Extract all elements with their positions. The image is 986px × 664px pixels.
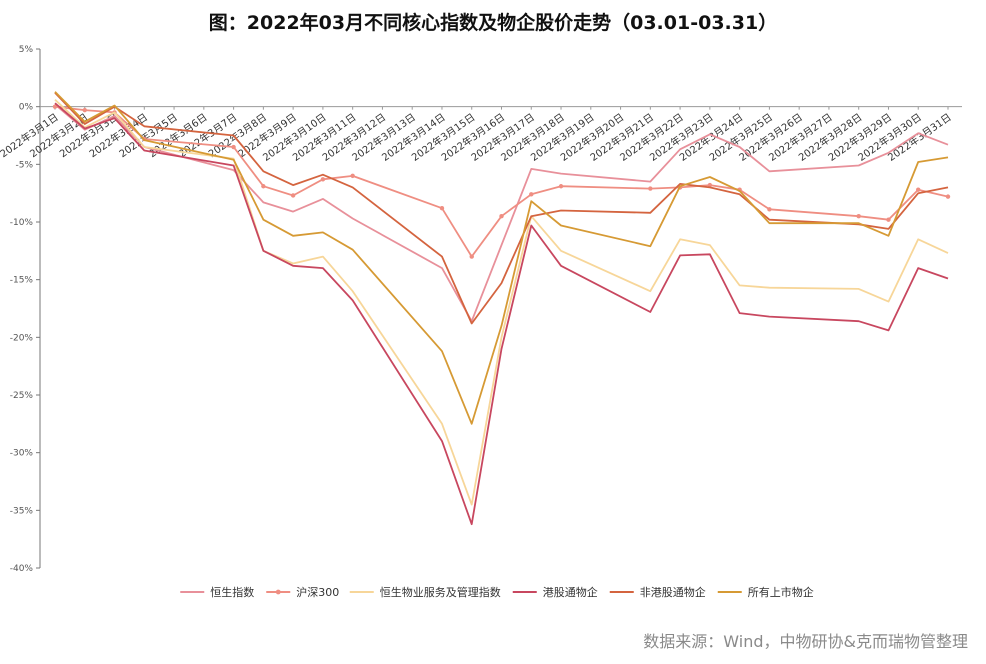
data-point <box>290 193 296 198</box>
data-point <box>945 194 951 199</box>
series-3 <box>54 99 949 506</box>
series-5 <box>54 92 949 325</box>
series-1 <box>54 103 949 323</box>
legend-label: 恒生指数 <box>210 585 254 599</box>
data-point <box>231 144 236 150</box>
y-tick-label: -30% <box>10 449 34 459</box>
series-line <box>54 92 949 325</box>
data-point <box>320 177 326 182</box>
y-tick-label: -10% <box>10 218 34 228</box>
data-point <box>499 214 504 219</box>
series-layer <box>52 91 951 526</box>
series-line <box>54 99 949 506</box>
series-line <box>54 102 949 526</box>
data-point <box>856 214 861 219</box>
series-6 <box>54 91 949 425</box>
series-line <box>54 91 949 425</box>
legend-label: 恒生物业服务及管理指数 <box>380 585 501 599</box>
data-point <box>439 205 445 211</box>
data-point <box>469 254 474 259</box>
legend-label: 沪深300 <box>296 585 339 599</box>
legend-label: 所有上市物企 <box>748 585 814 599</box>
data-point <box>648 186 653 191</box>
legend-item[interactable]: 所有上市物企 <box>717 585 814 599</box>
data-point <box>529 192 534 197</box>
legend-item[interactable]: 恒生指数 <box>180 585 254 599</box>
chart-title: 图：2022年03月不同核心指数及物企股价走势（03.01-03.31） <box>208 12 778 34</box>
series-4 <box>54 102 949 526</box>
series-line <box>54 103 949 323</box>
legend-item[interactable]: 港股通物企 <box>512 585 598 599</box>
data-point <box>767 207 772 212</box>
y-tick-label: 5% <box>19 45 34 55</box>
data-point <box>261 184 266 189</box>
data-point <box>916 187 921 192</box>
y-tick-label: 0% <box>19 103 34 113</box>
data-point <box>350 173 355 179</box>
legend-item[interactable]: 非港股通物企 <box>609 585 706 599</box>
y-tick-label: -15% <box>10 276 34 286</box>
y-tick-label: -5% <box>15 160 33 170</box>
y-tick-label: -20% <box>10 333 34 343</box>
legend: 恒生指数 沪深300 恒生物业服务及管理指数 港股通物企 非港股通物企 所有上市物企 <box>180 585 814 599</box>
legend-label: 非港股通物企 <box>640 585 706 599</box>
data-point <box>886 217 891 222</box>
legend-label: 港股通物企 <box>543 585 598 599</box>
data-point <box>52 104 58 109</box>
legend-marker <box>275 589 281 595</box>
legend-item[interactable]: 恒生物业服务及管理指数 <box>349 585 501 599</box>
y-tick-label: -35% <box>10 506 34 516</box>
legend-item[interactable]: 沪深300 <box>266 585 339 599</box>
source-note: 数据来源：Wind，中物研协&克而瑞物管整理 <box>643 632 968 651</box>
data-point <box>707 182 713 188</box>
data-point <box>82 107 87 113</box>
data-point <box>558 184 564 189</box>
y-tick-label: -40% <box>10 564 34 574</box>
y-tick-label: -25% <box>10 391 34 401</box>
